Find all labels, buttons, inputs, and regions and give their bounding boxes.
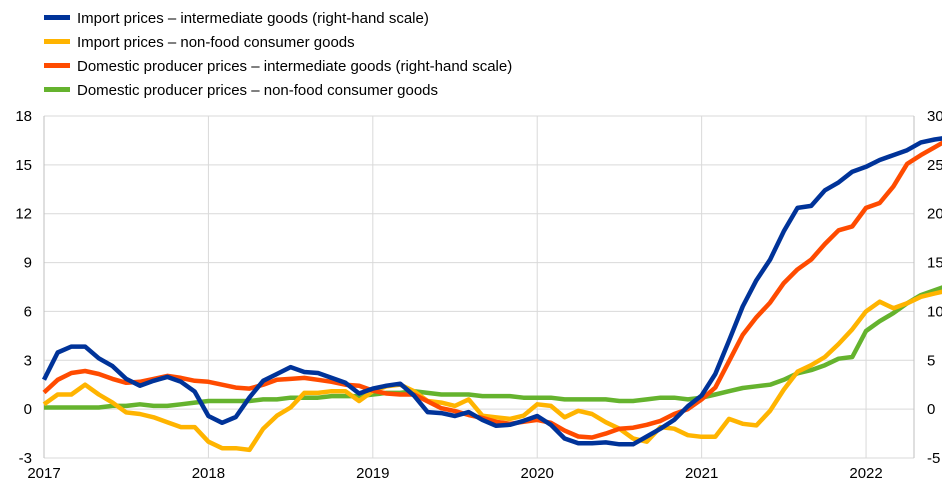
x-tick-label-4: 2021 [685, 465, 718, 482]
legend-item-domestic-intermediate: Domestic producer prices – intermediate … [44, 56, 512, 80]
legend-label-domestic-nonfood: Domestic producer prices – non-food cons… [77, 82, 439, 99]
left-tick-label-3: 6 [24, 303, 32, 320]
left-tick-label-6: 15 [15, 157, 32, 174]
left-tick-label-1: 0 [24, 401, 32, 418]
left-tick-label-0: -3 [19, 450, 32, 467]
legend-item-import-nonfood: Import prices – non-food consumer goods [44, 32, 512, 56]
right-tick-label-2: 5 [927, 352, 935, 369]
legend-item-domestic-nonfood: Domestic producer prices – non-food cons… [44, 80, 512, 104]
x-tick-label-3: 2020 [521, 465, 554, 482]
legend-label-domestic-intermediate: Domestic producer prices – intermediate … [77, 58, 513, 75]
legend: Import prices – intermediate goods (righ… [44, 8, 512, 104]
series-line-0 [41, 136, 942, 447]
series-line-3 [44, 285, 942, 410]
left-tick-label-4: 9 [24, 255, 32, 272]
axes: -3 0 3 6 9 12 15 18 -5 0 5 10 15 20 25 30 2017 2018 2019 20… [15, 108, 942, 482]
right-tick-label-3: 10 [927, 303, 942, 320]
x-tick-label-2: 2019 [356, 465, 389, 482]
right-tick-label-6: 25 [927, 157, 942, 174]
x-tick-label-1: 2018 [192, 465, 225, 482]
right-tick-label-4: 15 [927, 255, 942, 272]
x-tick-label-0: 2017 [27, 465, 60, 482]
left-tick-label-7: 18 [15, 108, 32, 125]
legend-swatch-domestic-nonfood [44, 86, 70, 92]
series-line-1 [42, 289, 942, 453]
legend-swatch-domestic-intermediate [44, 62, 70, 68]
series-line-2 [42, 140, 942, 440]
right-tick-label-7: 30 [927, 108, 942, 125]
left-tick-label-5: 12 [15, 206, 32, 223]
legend-label-import-intermediate: Import prices – intermediate goods (righ… [77, 10, 429, 27]
legend-swatch-import-nonfood [44, 38, 70, 44]
series-lines [41, 136, 942, 453]
legend-item-import-intermediate: Import prices – intermediate goods (righ… [44, 8, 512, 32]
right-tick-label-0: -5 [927, 450, 940, 467]
left-tick-label-2: 3 [24, 352, 32, 369]
x-tick-label-5: 2022 [849, 465, 882, 482]
right-tick-label-1: 0 [927, 401, 935, 418]
legend-swatch-import-intermediate [44, 14, 70, 20]
right-tick-label-5: 20 [927, 206, 942, 223]
legend-label-import-nonfood: Import prices – non-food consumer goods [77, 34, 355, 51]
